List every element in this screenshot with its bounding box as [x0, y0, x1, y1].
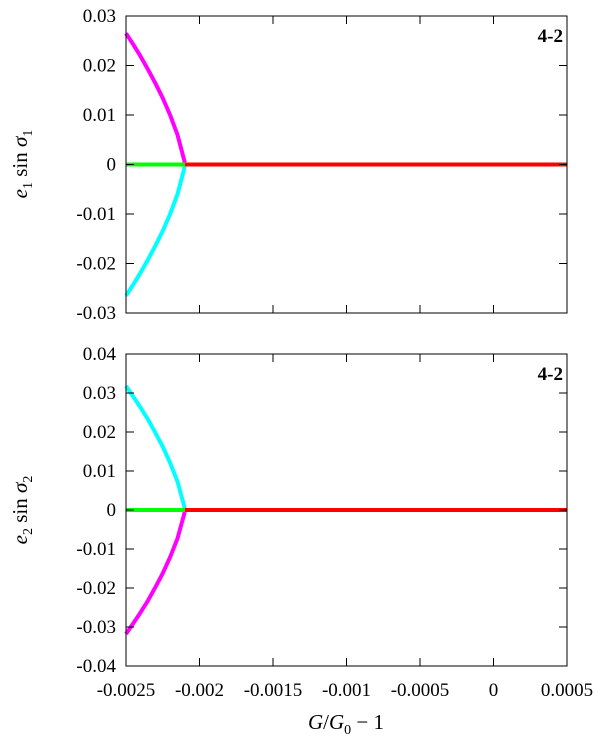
bottom-y-tick-label: 0 — [107, 500, 117, 521]
bottom-x-ticks — [125, 354, 568, 666]
x-axis-label: G/G0 − 1 — [308, 710, 384, 738]
bottom-panel-label: 4-2 — [538, 364, 563, 385]
xlabel-slash: / — [323, 710, 329, 734]
top-ylabel-sub: 1 — [21, 182, 36, 189]
bottom-series-1 — [124, 511, 187, 636]
bottom-series — [124, 384, 567, 636]
x-tick-label: 0 — [489, 680, 499, 701]
bottom-y-axis-label: e2 sin σ2 — [8, 476, 36, 545]
panel-top: 0.03 0.02 0.01 0 -0.01 -0.02 -0.03 4-2 e1 sin … — [8, 6, 568, 324]
bottom-y-tick-label: 0.01 — [83, 461, 116, 482]
panel-bottom: 0.04 0.03 0.02 0.01 0 -0.01 -0.02 -0.03 -0.04 -0… — [8, 344, 593, 738]
bottom-ylabel-greek: σ — [8, 481, 32, 493]
bottom-y-tick-label: 0.02 — [83, 422, 116, 443]
top-y-tick-label: -0.01 — [76, 204, 116, 225]
xlabel-rest: − 1 — [351, 710, 384, 734]
top-y-tick-label: -0.03 — [76, 303, 116, 324]
bottom-y-tick-labels: 0.04 0.03 0.02 0.01 0 -0.01 -0.02 -0.03 -0.04 — [76, 344, 116, 677]
bottom-series-0 — [124, 384, 187, 509]
top-ylabel-base: e — [8, 189, 32, 198]
top-y-tick-label: 0.02 — [83, 56, 116, 77]
bottom-y-tick-label: -0.01 — [76, 539, 116, 560]
top-y-tick-label: 0.01 — [83, 105, 116, 126]
top-series-1 — [124, 165, 187, 297]
top-series — [124, 32, 567, 297]
top-y-tick-labels: 0.03 0.02 0.01 0 -0.01 -0.02 -0.03 — [76, 6, 116, 324]
bottom-y-ticks — [126, 353, 567, 667]
bottom-y-tick-label: -0.03 — [76, 617, 116, 638]
top-y-tick-label: -0.02 — [76, 254, 116, 275]
top-y-ticks — [126, 15, 567, 314]
bottom-x-tick-labels: -0.0025 -0.002 -0.0015 -0.001 -0.0005 0 0.0005 — [97, 680, 593, 701]
x-tick-label: 0.0005 — [541, 680, 593, 701]
top-y-tick-label: 0.03 — [83, 6, 116, 27]
top-y-axis-label: e1 sin σ1 — [8, 130, 36, 199]
bottom-ylabel-base: e — [8, 535, 32, 544]
bottom-y-tick-label: -0.02 — [76, 578, 116, 599]
bottom-ylabel-sub: 2 — [21, 528, 36, 535]
bottom-y-tick-label: 0.03 — [83, 383, 116, 404]
bottom-y-tick-label: 0.04 — [83, 344, 117, 365]
top-ylabel-greek: σ — [8, 135, 32, 147]
top-x-ticks — [125, 16, 568, 313]
top-series-0 — [124, 32, 187, 164]
x-tick-label: -0.0005 — [391, 680, 450, 701]
bottom-y-tick-label: -0.04 — [76, 656, 116, 677]
x-tick-label: -0.0015 — [244, 680, 303, 701]
bottom-ylabel-gsub: 2 — [21, 476, 36, 483]
xlabel-g: G — [308, 710, 323, 734]
top-panel-label: 4-2 — [538, 26, 563, 47]
top-y-tick-label: 0 — [107, 155, 117, 176]
x-tick-label: -0.002 — [175, 680, 224, 701]
xlabel-g0: G — [329, 710, 344, 734]
xlabel-sub: 0 — [344, 723, 351, 738]
x-tick-label: -0.0025 — [97, 680, 156, 701]
top-ylabel-gsub: 1 — [21, 130, 36, 137]
top-ylabel-mid: sin — [8, 147, 32, 182]
x-tick-label: -0.001 — [322, 680, 371, 701]
bottom-ylabel-mid: sin — [8, 493, 32, 528]
